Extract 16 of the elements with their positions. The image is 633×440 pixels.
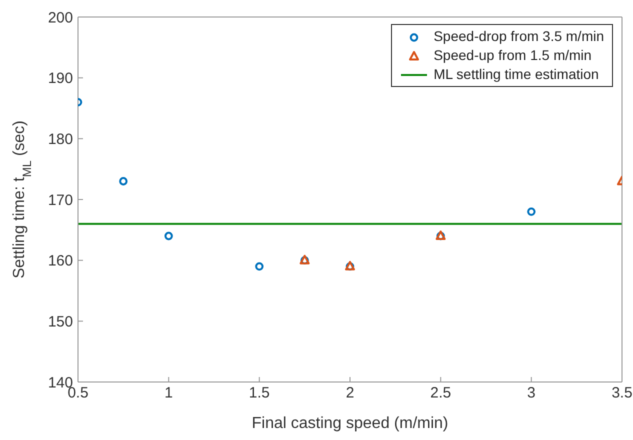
y-tick-label: 180 xyxy=(48,130,73,148)
x-tick-label: 2.5 xyxy=(430,384,452,402)
legend-label: Speed-drop from 3.5 m/min xyxy=(434,27,604,46)
y-tick-label: 200 xyxy=(48,9,73,26)
y-tick-label: 150 xyxy=(48,313,73,330)
x-tick-label: 3 xyxy=(527,384,536,402)
x-axis-title: Final casting speed (m/min) xyxy=(252,415,448,432)
legend-label: Speed-up from 1.5 m/min xyxy=(434,46,592,65)
x-tick-label: 1 xyxy=(164,384,173,402)
legend-label: ML settling time estimation xyxy=(434,65,599,84)
x-tick-label: 3.5 xyxy=(612,384,632,402)
x-tick-label: 1.5 xyxy=(248,384,270,402)
y-tick-label: 170 xyxy=(48,192,73,209)
y-tick-label: 190 xyxy=(48,70,73,88)
y-tick-label: 160 xyxy=(48,252,73,270)
x-tick-label: 2 xyxy=(346,384,354,402)
